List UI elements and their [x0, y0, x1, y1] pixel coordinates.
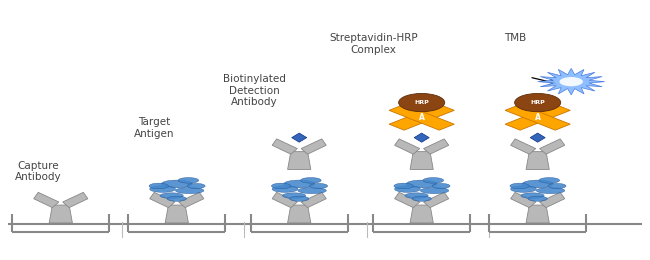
Ellipse shape	[548, 184, 566, 188]
Ellipse shape	[421, 187, 448, 194]
Text: HRP: HRP	[414, 100, 429, 105]
Polygon shape	[165, 205, 188, 223]
Ellipse shape	[412, 196, 432, 201]
Ellipse shape	[300, 178, 321, 183]
Ellipse shape	[272, 186, 298, 192]
Ellipse shape	[522, 180, 553, 188]
Ellipse shape	[178, 178, 199, 183]
Polygon shape	[505, 105, 570, 130]
Polygon shape	[540, 139, 565, 154]
Text: Target
Antigen: Target Antigen	[134, 117, 174, 139]
Polygon shape	[414, 133, 429, 142]
Polygon shape	[538, 68, 604, 95]
Text: A: A	[419, 113, 424, 122]
Ellipse shape	[272, 183, 291, 189]
Circle shape	[398, 94, 445, 112]
Polygon shape	[34, 192, 59, 207]
Ellipse shape	[423, 178, 443, 183]
Text: Capture
Antibody: Capture Antibody	[15, 160, 62, 182]
Polygon shape	[424, 139, 448, 154]
Text: Streptavidin-HRP
Complex: Streptavidin-HRP Complex	[329, 33, 418, 55]
Ellipse shape	[395, 186, 421, 192]
Polygon shape	[150, 192, 175, 207]
Ellipse shape	[521, 193, 544, 198]
Polygon shape	[287, 152, 311, 170]
Text: HRP: HRP	[530, 100, 545, 105]
Ellipse shape	[150, 186, 176, 192]
Ellipse shape	[167, 196, 187, 201]
Polygon shape	[505, 105, 570, 130]
Polygon shape	[540, 192, 565, 207]
Ellipse shape	[511, 186, 536, 192]
Polygon shape	[395, 192, 420, 207]
Polygon shape	[301, 139, 326, 154]
Polygon shape	[395, 139, 420, 154]
Ellipse shape	[309, 184, 328, 188]
Ellipse shape	[149, 183, 168, 189]
Polygon shape	[389, 105, 454, 130]
Polygon shape	[301, 192, 326, 207]
Circle shape	[515, 94, 561, 112]
Polygon shape	[530, 133, 545, 142]
Polygon shape	[272, 192, 297, 207]
Ellipse shape	[176, 187, 204, 194]
Polygon shape	[287, 205, 311, 223]
Polygon shape	[511, 192, 536, 207]
Polygon shape	[292, 133, 307, 142]
Polygon shape	[62, 192, 88, 207]
Polygon shape	[410, 205, 434, 223]
Circle shape	[560, 77, 583, 86]
Ellipse shape	[539, 178, 560, 183]
Polygon shape	[272, 139, 297, 154]
Polygon shape	[389, 105, 454, 130]
Ellipse shape	[432, 184, 450, 188]
Polygon shape	[526, 152, 549, 170]
Ellipse shape	[289, 196, 309, 201]
Polygon shape	[511, 139, 536, 154]
Ellipse shape	[406, 180, 437, 188]
Ellipse shape	[405, 193, 428, 198]
Ellipse shape	[298, 187, 326, 194]
Ellipse shape	[160, 193, 183, 198]
Ellipse shape	[394, 183, 413, 189]
Ellipse shape	[187, 184, 205, 188]
Text: A: A	[535, 113, 541, 122]
Polygon shape	[526, 205, 549, 223]
Ellipse shape	[283, 193, 306, 198]
Ellipse shape	[510, 183, 529, 189]
Polygon shape	[179, 192, 204, 207]
Text: TMB: TMB	[504, 33, 526, 43]
Text: Biotinylated
Detection
Antibody: Biotinylated Detection Antibody	[223, 74, 285, 107]
Ellipse shape	[284, 180, 315, 188]
Polygon shape	[410, 152, 434, 170]
Polygon shape	[49, 205, 72, 223]
Ellipse shape	[536, 187, 565, 194]
Ellipse shape	[161, 180, 192, 188]
Ellipse shape	[528, 196, 547, 201]
Polygon shape	[424, 192, 448, 207]
